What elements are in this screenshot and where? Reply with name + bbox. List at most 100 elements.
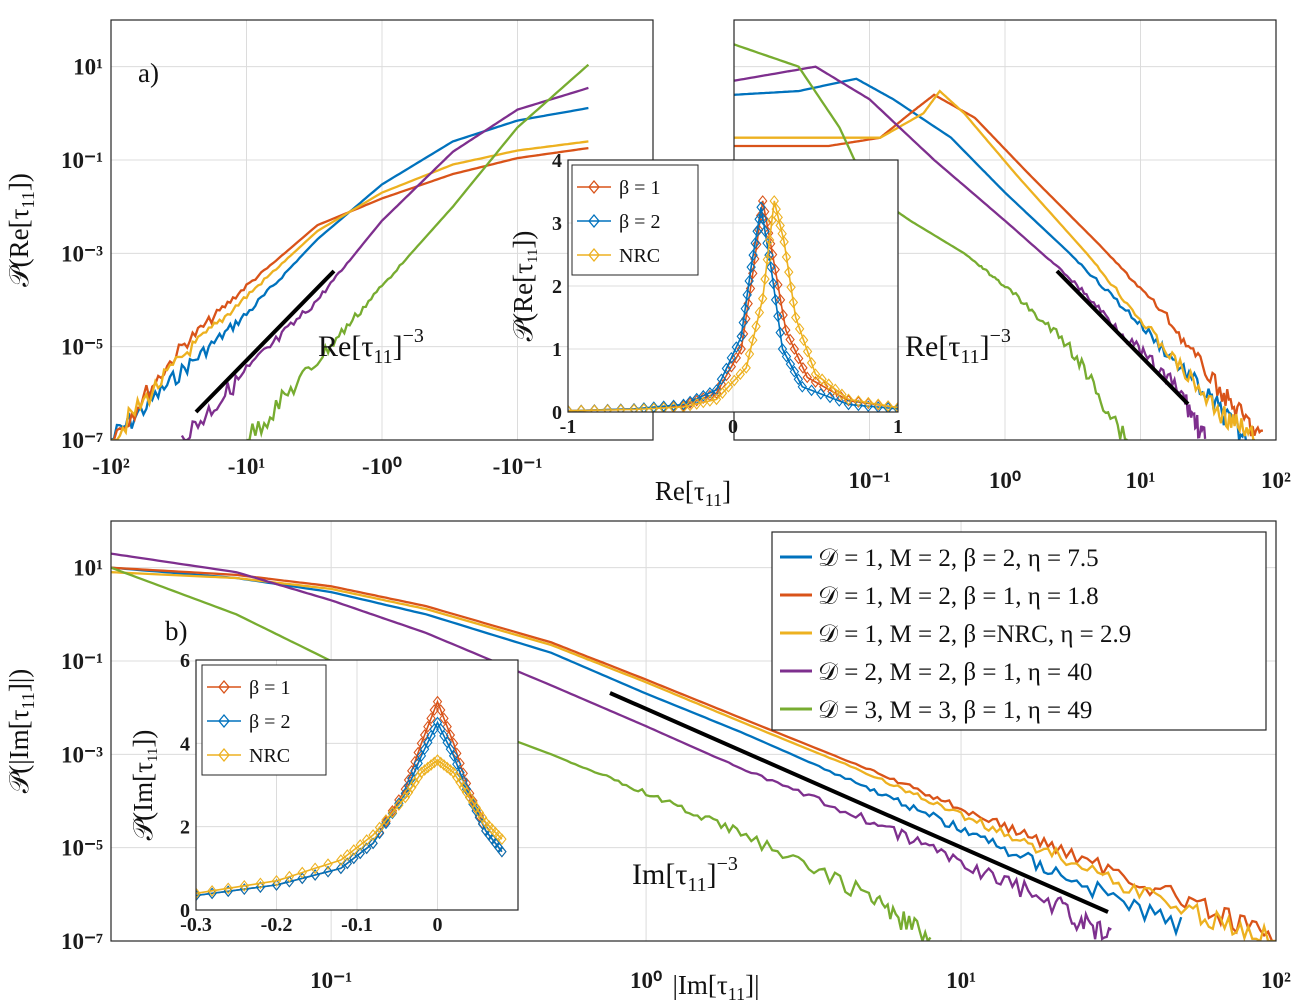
inset-marker <box>442 736 452 749</box>
inset-marker <box>893 402 898 412</box>
inset-marker <box>271 874 282 887</box>
inset-series-line-1 <box>196 720 503 897</box>
inset-marker <box>817 373 827 386</box>
inset-marker <box>342 857 353 870</box>
inset-marker <box>754 213 764 226</box>
inset-x-tick-label: -0.2 <box>261 914 293 936</box>
inset-marker <box>786 281 796 294</box>
inset-marker <box>436 723 446 736</box>
inset-marker <box>789 343 800 355</box>
inset-marker <box>445 764 456 776</box>
inset-marker <box>432 695 443 708</box>
inset-series-line-2 <box>568 200 898 412</box>
inset-marker <box>196 889 201 902</box>
inset-marker <box>442 720 452 733</box>
inset-marker <box>736 330 746 343</box>
inset-marker <box>827 385 837 398</box>
inset-y-tick-label: 1 <box>552 339 562 361</box>
inset-marker <box>432 754 443 766</box>
inset-marker <box>649 401 659 412</box>
y-axis-label-a: 𝒫(Re[τ11]) <box>4 173 38 287</box>
inset-marker <box>744 275 754 287</box>
series-line-panel-a-negative-2 <box>111 140 589 440</box>
y-tick-label-b: 10¹ <box>73 556 103 581</box>
inset-marker <box>355 839 365 851</box>
inset-marker <box>589 404 600 412</box>
inset-marker <box>764 234 775 246</box>
inset-marker <box>658 402 669 412</box>
inset-marker <box>497 833 507 846</box>
inset-marker <box>746 261 756 273</box>
inset-a-y-label: 𝒫(Re[τ11]) <box>508 231 541 342</box>
inset-marker <box>726 360 737 373</box>
inset-legend-marker <box>588 179 600 195</box>
inset-marker <box>781 251 792 263</box>
inset-marker <box>751 320 761 333</box>
inset-marker <box>413 771 423 784</box>
inset-marker <box>790 311 801 324</box>
inset-marker <box>748 249 758 262</box>
inset-marker <box>668 400 679 412</box>
inset-legend-label: β = 1 <box>619 177 660 199</box>
inset-marker <box>793 373 804 386</box>
inset-marker <box>767 214 777 227</box>
inset-marker <box>342 849 353 861</box>
inset-marker <box>349 844 359 856</box>
inset-marker <box>883 400 893 412</box>
inset-marker <box>407 781 417 794</box>
x-tick-label-b: 10⁰ <box>630 968 662 993</box>
inset-marker <box>785 333 795 346</box>
inset-marker <box>471 801 481 814</box>
x-tick-label-b: 10² <box>1261 968 1291 993</box>
inset-legend-marker <box>218 713 230 729</box>
inset-marker <box>361 834 372 846</box>
inset-marker <box>439 729 449 742</box>
inset-marker <box>474 806 485 819</box>
inset-marker <box>726 351 737 364</box>
inset-marker <box>773 310 783 323</box>
inset-marker <box>477 811 488 824</box>
main-legend-box <box>771 531 1267 731</box>
inset-legend-marker <box>588 247 600 263</box>
series-line-panel-a-negative-3 <box>180 86 589 440</box>
inset-marker <box>784 266 794 279</box>
inset-marker <box>423 736 433 749</box>
x-tick-label-a-right: 10⁻¹ <box>848 468 890 493</box>
y-tick-label-a: 10⁻⁵ <box>61 335 103 360</box>
inset-marker <box>336 854 346 866</box>
inset-marker <box>394 799 404 811</box>
inset-marker <box>873 398 883 411</box>
inset-marker <box>793 352 804 365</box>
inset-marker <box>381 817 391 830</box>
inset-y-tick-label: 3 <box>552 213 562 235</box>
inset-marker <box>736 343 746 355</box>
inset-marker <box>403 786 414 799</box>
inset-marker <box>416 766 427 779</box>
inset-marker <box>748 334 758 347</box>
inset-marker <box>731 341 742 353</box>
inset-legend-label: β = 2 <box>619 211 660 233</box>
inset-marker <box>196 887 201 900</box>
inset-marker <box>778 309 788 321</box>
inset-marker <box>426 759 436 771</box>
inset-x-tick-label: 1 <box>893 416 903 438</box>
inset-marker <box>785 358 796 371</box>
inset-marker <box>223 882 233 895</box>
inset-legend-label: β = 2 <box>249 711 290 733</box>
inset-marker <box>374 821 385 834</box>
inset-marker <box>474 809 485 822</box>
panel-a-label: a) <box>138 58 159 88</box>
inset-marker <box>668 399 679 412</box>
inset-marker <box>738 316 748 329</box>
inset-marker <box>754 306 765 319</box>
inset-marker <box>436 704 446 716</box>
x-tick-label-a-right: 10² <box>1261 468 1291 493</box>
inset-marker <box>400 791 411 804</box>
inset-marker <box>760 225 770 238</box>
series-line-panel-b-2 <box>111 571 1276 941</box>
inset-marker <box>461 786 472 799</box>
inset-x-tick-label: 0 <box>728 416 738 438</box>
inset-marker <box>781 324 791 336</box>
inset-marker <box>381 814 391 826</box>
